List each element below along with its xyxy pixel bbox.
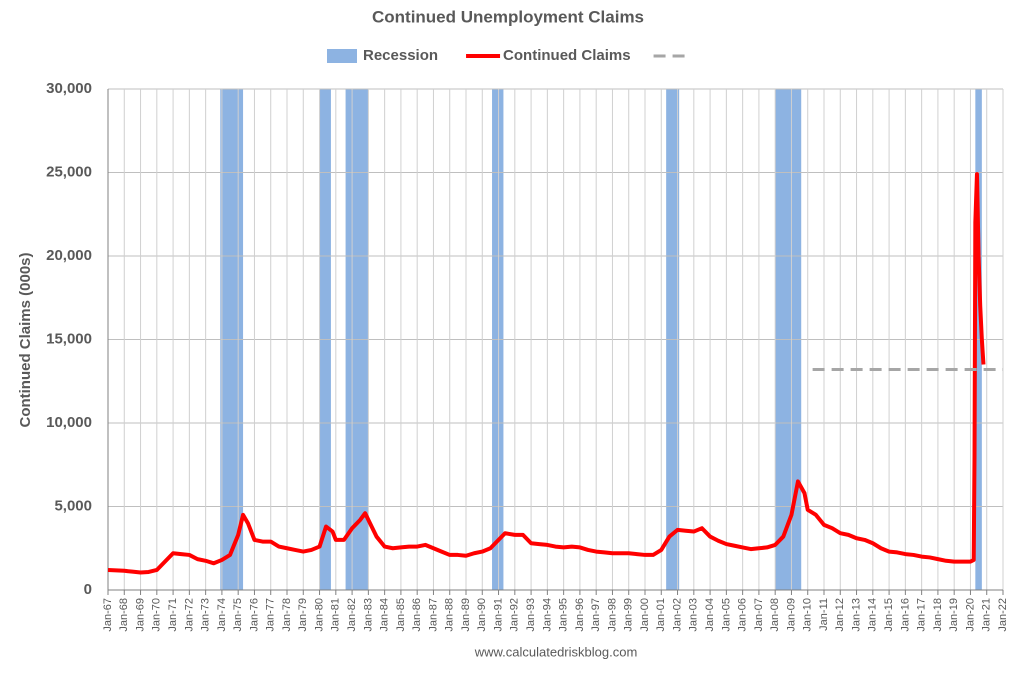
- x-tick-label: Jan-20: [964, 598, 976, 632]
- x-tick-label: Jan-00: [639, 598, 651, 632]
- x-tick-label: Jan-85: [395, 598, 407, 632]
- x-tick-label: Jan-79: [297, 598, 309, 632]
- x-tick-label: Jan-16: [899, 598, 911, 632]
- x-tick-label: Jan-91: [492, 598, 504, 632]
- y-axis-title: Continued Claims (000s): [17, 252, 34, 427]
- x-tick-label: Jan-14: [867, 598, 879, 632]
- x-tick-label: Jan-11: [818, 598, 830, 631]
- x-tick-label: Jan-78: [281, 598, 293, 632]
- x-tick-label: Jan-77: [265, 598, 277, 632]
- x-tick-label: Jan-15: [883, 598, 895, 632]
- x-tick-label: Jan-93: [525, 598, 537, 632]
- legend-label: Continued Claims: [503, 47, 631, 64]
- x-tick-label: Jan-19: [948, 598, 960, 632]
- y-tick-label: 0: [84, 581, 92, 598]
- x-tick-label: Jan-69: [134, 598, 146, 632]
- y-tick-label: 30,000: [46, 80, 92, 97]
- x-tick-label: Jan-74: [216, 598, 228, 632]
- x-tick-label: Jan-05: [720, 598, 732, 632]
- x-tick-label: Jan-04: [704, 598, 716, 632]
- x-tick-label: Jan-67: [102, 598, 114, 632]
- x-tick-label: Jan-89: [460, 598, 472, 632]
- x-tick-label: Jan-96: [574, 598, 586, 632]
- x-tick-label: Jan-13: [850, 598, 862, 632]
- x-tick-label: Jan-84: [379, 598, 391, 632]
- x-tick-label: Jan-86: [411, 598, 423, 632]
- x-tick-label: Jan-92: [509, 598, 521, 632]
- x-tick-label: Jan-70: [151, 598, 163, 632]
- x-tick-label: Jan-71: [167, 598, 179, 632]
- x-tick-label: Jan-80: [313, 598, 325, 632]
- x-tick-label: Jan-09: [785, 598, 797, 632]
- x-tick-label: Jan-76: [248, 598, 260, 632]
- x-tick-label: Jan-02: [671, 598, 683, 632]
- x-tick-label: Jan-95: [558, 598, 570, 632]
- x-tick-label: Jan-73: [200, 598, 212, 632]
- x-tick-label: Jan-72: [183, 598, 195, 632]
- x-tick-label: Jan-88: [444, 598, 456, 632]
- x-tick-label: Jan-97: [590, 598, 602, 632]
- data-line: [107, 172, 986, 575]
- x-tick-label: Jan-99: [623, 598, 635, 632]
- x-tick-label: Jan-83: [362, 598, 374, 632]
- x-tick-label: Jan-68: [118, 598, 130, 632]
- x-tick-label: Jan-10: [802, 598, 814, 632]
- x-tick-label: Jan-01: [655, 598, 667, 632]
- x-tick-label: Jan-98: [606, 598, 618, 632]
- y-tick-label: 20,000: [46, 247, 92, 264]
- x-tick-label: Jan-94: [541, 598, 553, 632]
- x-tick-label: Jan-22: [997, 598, 1009, 632]
- chart-title: Continued Unemployment Claims: [372, 7, 644, 26]
- x-tick-label: Jan-81: [330, 598, 342, 632]
- x-tick-label: Jan-90: [476, 598, 488, 632]
- y-tick-label: 10,000: [46, 414, 92, 431]
- legend-swatch: [327, 49, 357, 63]
- y-tick-label: 15,000: [46, 330, 92, 347]
- x-tick-label: Jan-18: [932, 598, 944, 632]
- x-tick-label: Jan-82: [346, 598, 358, 632]
- x-tick-label: Jan-87: [427, 598, 439, 632]
- y-tick-label: 5,000: [54, 497, 92, 514]
- x-tick-label: Jan-08: [769, 598, 781, 632]
- x-tick-label: Jan-12: [834, 598, 846, 632]
- source: www.calculatedriskblog.com: [474, 644, 638, 659]
- x-tick-label: Jan-21: [981, 598, 993, 632]
- x-tick-label: Jan-07: [753, 598, 765, 632]
- legend-label: Recession: [363, 47, 438, 64]
- x-tick-label: Jan-06: [737, 598, 749, 632]
- y-tick-label: 25,000: [46, 163, 92, 180]
- x-tick-label: Jan-17: [916, 598, 928, 632]
- x-tick-label: Jan-75: [232, 598, 244, 632]
- x-tick-label: Jan-03: [688, 598, 700, 632]
